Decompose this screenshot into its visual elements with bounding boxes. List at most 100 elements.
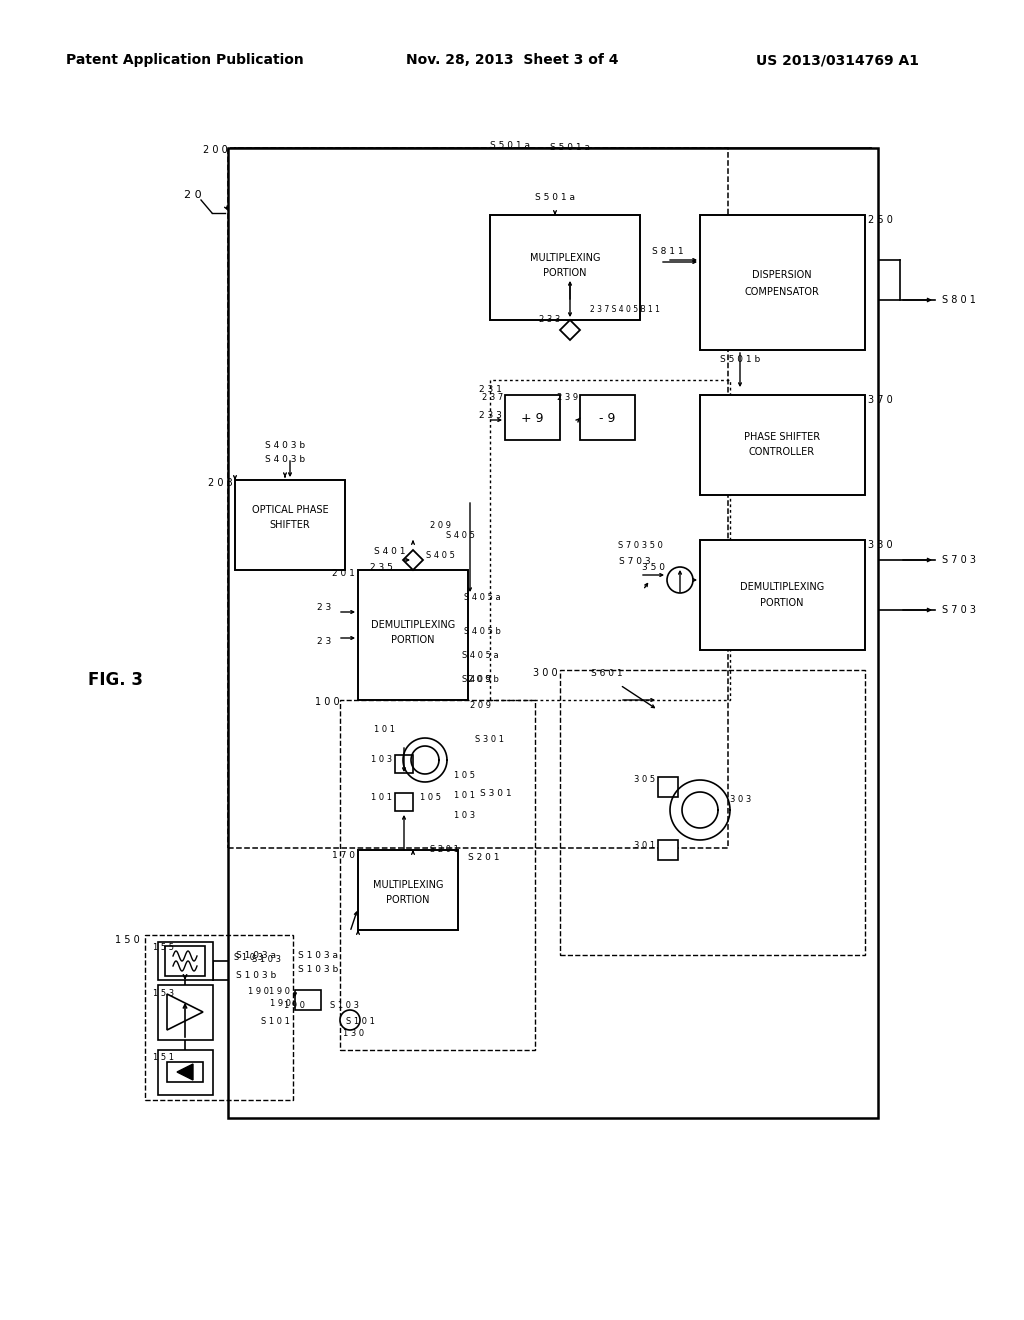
Text: S 4 0 5 b: S 4 0 5 b [462,676,499,685]
Text: 1 0 5: 1 0 5 [454,771,475,780]
Text: 1 9 0: 1 9 0 [269,998,291,1007]
Text: 2 0: 2 0 [184,190,202,201]
Bar [358,850,458,931]
Text: 1 3 0: 1 3 0 [343,1028,365,1038]
Text: 1 5 0: 1 5 0 [116,935,140,945]
Text: 2 3 5: 2 3 5 [370,564,393,573]
Text: Nov. 28, 2013  Sheet 3 of 4: Nov. 28, 2013 Sheet 3 of 4 [406,53,618,67]
Polygon shape [167,994,203,1030]
Text: S 4 0 3 b: S 4 0 3 b [265,455,305,465]
Text: FIG. 3: FIG. 3 [87,671,142,689]
Text: 1 5 3: 1 5 3 [153,989,174,998]
Bar [295,990,321,1010]
Text: S 2 0 1: S 2 0 1 [430,846,459,854]
Bar [165,946,205,975]
Bar [158,985,213,1040]
Text: CONTROLLER: CONTROLLER [749,447,815,457]
Bar [395,755,413,774]
Text: S 4 0 5 a: S 4 0 5 a [464,593,501,602]
Text: S 4 0 3 b: S 4 0 3 b [265,441,305,450]
Text: S 4 0 5: S 4 0 5 [426,550,455,560]
Bar [234,480,345,570]
Bar [580,395,635,440]
Text: 1 0 0: 1 0 0 [315,697,340,708]
Bar [490,380,730,700]
Bar [158,1049,213,1096]
Text: S 7 0 3: S 7 0 3 [942,605,976,615]
Text: OPTICAL PHASE: OPTICAL PHASE [252,506,329,515]
Text: 1 0 1: 1 0 1 [374,726,395,734]
Text: - 9: - 9 [599,412,615,425]
Text: S 8 0 1: S 8 0 1 [942,294,976,305]
Bar [340,700,535,1049]
Text: DEMULTIPLEXING: DEMULTIPLEXING [371,620,455,630]
Polygon shape [177,1064,193,1080]
Text: 2 3 7: 2 3 7 [481,393,503,403]
Text: 1 0 1: 1 0 1 [454,791,475,800]
Text: S 1 0 3 a: S 1 0 3 a [298,950,338,960]
Text: 2 3 3: 2 3 3 [478,411,502,420]
Text: S 7 0 3: S 7 0 3 [620,557,651,566]
Bar [358,570,468,700]
Text: DISPERSION: DISPERSION [753,271,812,280]
Bar [505,395,560,440]
Text: 3 0 0: 3 0 0 [534,668,558,678]
Text: 1 0 3: 1 0 3 [371,755,392,764]
Text: 1 0 5: 1 0 5 [420,792,441,801]
Text: S 5 0 1 a: S 5 0 1 a [535,194,575,202]
Text: S 4 0 5: S 4 0 5 [445,531,474,540]
Text: 1 5 1: 1 5 1 [153,1053,174,1063]
Text: SHIFTER: SHIFTER [269,520,310,531]
Bar [158,942,213,979]
Text: 3 0 5: 3 0 5 [634,776,655,784]
Text: 1 0 1: 1 0 1 [371,792,392,801]
Text: PHASE SHIFTER: PHASE SHIFTER [744,432,820,442]
Bar [700,215,865,350]
Bar [658,777,678,797]
Text: 3 0 1: 3 0 1 [634,841,655,850]
Bar [700,540,865,649]
Text: 1 0 3: 1 0 3 [454,810,475,820]
Bar [490,215,640,319]
Text: S 5 0 1 a: S 5 0 1 a [490,140,530,149]
Text: 1 9 0: 1 9 0 [269,987,290,997]
Text: 2 0 9: 2 0 9 [429,520,451,529]
Text: PORTION: PORTION [391,635,435,645]
Text: S 2 0 1: S 2 0 1 [468,854,500,862]
Text: S 4 0 5 b: S 4 0 5 b [464,627,501,636]
Text: S 3 0 1: S 3 0 1 [475,735,504,744]
Bar [700,395,865,495]
Bar [658,840,678,861]
Bar [560,671,865,954]
Bar [145,935,293,1100]
Text: S 1 0 3 a: S 1 0 3 a [236,950,276,960]
Text: 1 7 0: 1 7 0 [332,850,355,859]
Text: 2 3: 2 3 [316,602,331,611]
Text: S 3 0 1: S 3 0 1 [480,788,512,797]
Text: S 1 0 3: S 1 0 3 [253,956,282,965]
Text: 2 3: 2 3 [316,638,331,647]
Text: S 1 0 3: S 1 0 3 [331,1001,359,1010]
Text: 2 3 9: 2 3 9 [557,393,578,403]
Text: 3 3 0: 3 3 0 [868,540,893,550]
Text: US 2013/0314769 A1: US 2013/0314769 A1 [757,53,920,67]
Text: S 4 0 1: S 4 0 1 [374,546,406,556]
Circle shape [340,1010,360,1030]
Text: 2 0 0: 2 0 0 [203,145,228,154]
Text: 2 3 3: 2 3 3 [539,315,560,325]
Text: 2 0 9: 2 0 9 [469,701,490,710]
Text: PORTION: PORTION [544,268,587,279]
Text: S 5 0 1 a: S 5 0 1 a [550,144,590,153]
Bar [228,148,728,847]
Polygon shape [560,319,580,341]
Text: 3 0 3: 3 0 3 [730,796,752,804]
Bar [167,1063,203,1082]
Text: MULTIPLEXING: MULTIPLEXING [529,253,600,263]
Text: S 7 0 3: S 7 0 3 [942,554,976,565]
Text: S 1 0 3 b: S 1 0 3 b [236,970,276,979]
Text: S 1 0 3: S 1 0 3 [233,953,262,962]
Bar [228,148,878,1118]
Text: 2 0 1: 2 0 1 [332,569,355,578]
Text: 2 0 9: 2 0 9 [468,676,490,685]
Text: 1 9 0: 1 9 0 [285,1001,305,1010]
